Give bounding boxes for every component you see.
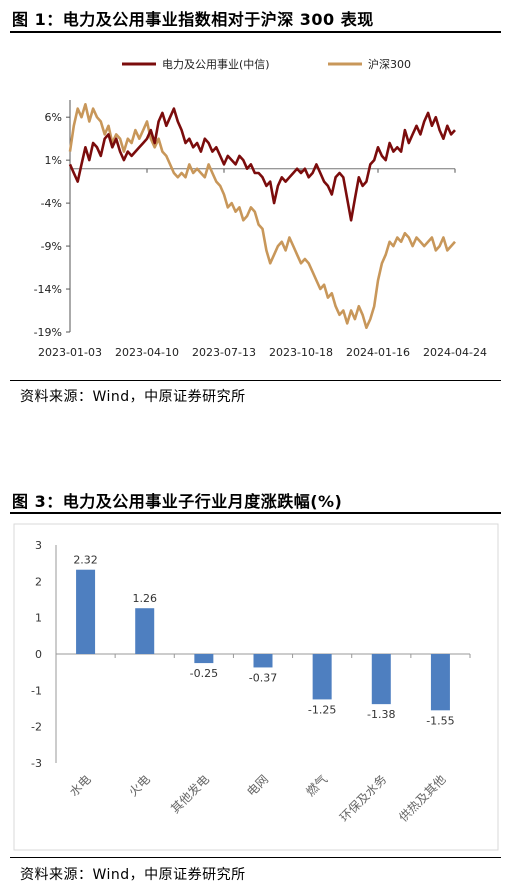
bar xyxy=(253,654,273,668)
category-label: 水电 xyxy=(67,772,94,799)
category-label: 供热及其他 xyxy=(396,772,448,824)
bar-value-label: -0.37 xyxy=(249,671,277,684)
bar-value-label: 2.32 xyxy=(73,554,98,567)
bar-value-label: -1.38 xyxy=(367,708,395,721)
y-tick-label: -14% xyxy=(34,283,62,296)
bar-value-label: -1.25 xyxy=(308,703,336,716)
x-tick-label: 2024-01-16 xyxy=(346,346,410,359)
y-tick-label: 2 xyxy=(35,575,42,588)
chart-frame xyxy=(13,523,499,851)
series-line xyxy=(68,103,456,330)
figure3-top-rule xyxy=(10,512,501,514)
y-tick-label: -4% xyxy=(41,197,62,210)
bar xyxy=(194,654,214,664)
y-tick-label: -3 xyxy=(31,757,42,770)
series-line xyxy=(68,107,456,222)
bar xyxy=(76,569,96,654)
y-tick-label: 1 xyxy=(35,612,42,625)
x-tick-label: 2023-04-10 xyxy=(115,346,179,359)
bar xyxy=(135,608,155,654)
figure1-source: 资料来源：Wind，中原证券研究所 xyxy=(20,389,246,405)
y-tick-label: 6% xyxy=(45,111,62,124)
figure3-source: 资料来源：Wind，中原证券研究所 xyxy=(20,867,246,883)
category-label: 其他发电 xyxy=(167,772,212,817)
category-label: 环保及水务 xyxy=(336,772,389,825)
x-tick-label: 2024-04-24 xyxy=(423,346,487,359)
bar xyxy=(312,654,332,700)
figure3-title: 图 3：电力及公用事业子行业月度涨跌幅(%) xyxy=(12,492,343,511)
figure1-bottom-rule xyxy=(10,380,501,381)
bar xyxy=(371,654,391,705)
bar-value-label: -0.25 xyxy=(190,667,218,680)
y-tick-label: -19% xyxy=(34,326,62,339)
category-label: 燃气 xyxy=(303,772,331,800)
bar-chart: 3 2 1 0 -1 -2 -3 2.32 水电 1.26 火电 -0.25 其他发电 -0.37 电网 -1… xyxy=(13,523,499,851)
legend-label: 沪深300 xyxy=(368,57,411,71)
x-tick-label: 2023-10-18 xyxy=(269,346,333,359)
category-label: 电网 xyxy=(244,772,271,799)
bar xyxy=(430,654,450,711)
x-tick-label: 2023-07-13 xyxy=(192,346,256,359)
y-tick-label: -2 xyxy=(31,721,42,734)
y-tick-label: 1% xyxy=(45,154,62,167)
y-tick-label: -1 xyxy=(31,684,42,697)
figure3-bottom-rule xyxy=(10,857,501,858)
y-tick-label: 3 xyxy=(35,539,42,552)
y-tick-label: -9% xyxy=(41,240,62,253)
y-tick-label: 0 xyxy=(35,648,42,661)
line-chart: 电力及公用事业(中信) 沪深300 6% 1% -4% -9% -14% -19% 2023-0… xyxy=(34,57,487,359)
category-label: 火电 xyxy=(126,772,153,799)
bar-value-label: 1.26 xyxy=(132,592,157,605)
legend-label: 电力及公用事业(中信) xyxy=(162,58,270,71)
bar-value-label: -1.55 xyxy=(426,714,454,727)
x-tick-label: 2023-01-03 xyxy=(38,346,102,359)
figure1-top-rule xyxy=(10,31,501,33)
figure1-title: 图 1：电力及公用事业指数相对于沪深 300 表现 xyxy=(12,10,374,29)
